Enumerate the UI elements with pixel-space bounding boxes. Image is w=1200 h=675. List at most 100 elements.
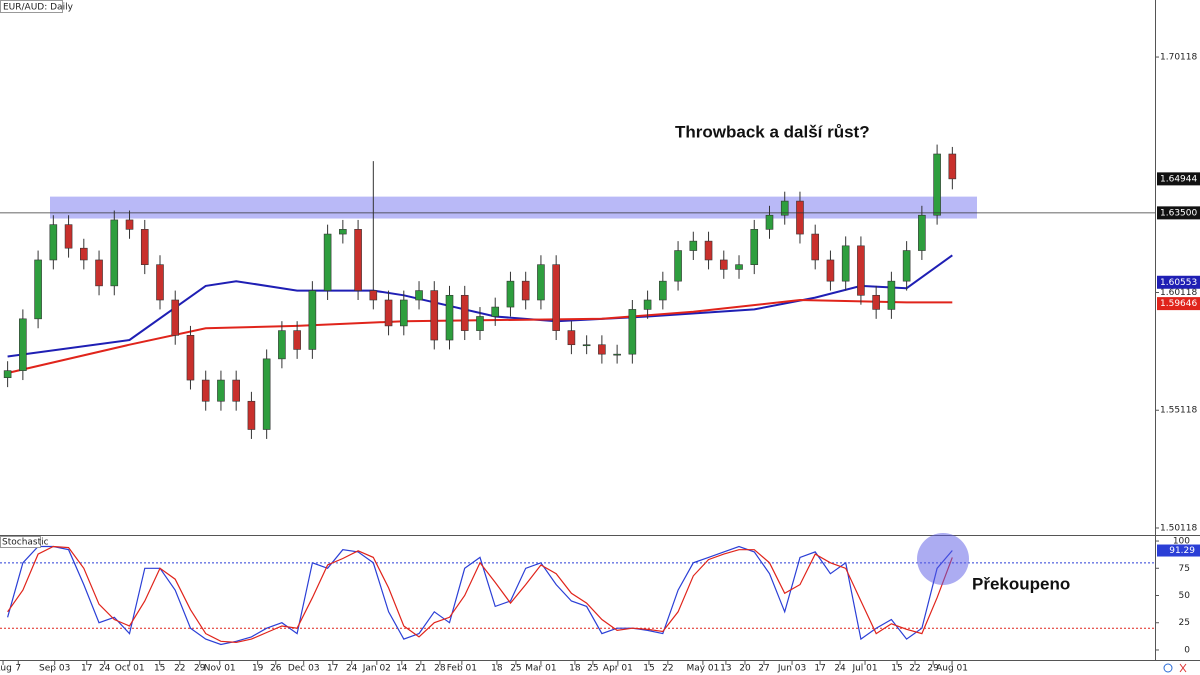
x-tick-label: 27 bbox=[758, 664, 769, 674]
x-tick-label: 17 bbox=[327, 664, 338, 674]
candle-body bbox=[796, 200, 804, 235]
candle-body bbox=[521, 280, 530, 301]
value-label: 91.29 bbox=[1169, 546, 1195, 556]
candle-body bbox=[933, 153, 941, 216]
candle-body bbox=[217, 379, 225, 402]
candle-body bbox=[201, 379, 210, 402]
candle-body bbox=[232, 379, 240, 402]
title-box bbox=[0, 0, 63, 13]
candle-body bbox=[628, 309, 637, 355]
x-tick-label: 19 bbox=[252, 664, 264, 674]
y-tick-label: 75 bbox=[1179, 564, 1190, 574]
x-tick-label: 29 bbox=[927, 664, 939, 674]
price-label: 1.64944 bbox=[1160, 174, 1197, 184]
x-tick-label: 21 bbox=[415, 664, 426, 674]
x-tick-label: 24 bbox=[346, 664, 358, 674]
candle-body bbox=[247, 400, 256, 430]
x-tick-label: 25 bbox=[510, 664, 521, 674]
x-tick-label: Aug 01 bbox=[936, 664, 968, 674]
x-tick-label: 13 bbox=[720, 664, 731, 674]
x-tick-label: Aug bbox=[0, 664, 12, 674]
x-tick-label: 20 bbox=[739, 664, 751, 674]
candle-body bbox=[384, 299, 393, 327]
candle-body bbox=[445, 294, 454, 341]
toolbar-icons bbox=[1163, 663, 1187, 673]
stochastic-line bbox=[7, 545, 953, 646]
x-tick-label: 15 bbox=[154, 664, 165, 674]
candle-body bbox=[750, 229, 759, 265]
candle-body bbox=[491, 306, 500, 317]
x-tick-label: Dec 03 bbox=[288, 664, 320, 674]
candle-body bbox=[262, 358, 271, 430]
price-label: 1.63500 bbox=[1160, 208, 1197, 218]
candle-body bbox=[780, 200, 789, 216]
price-label-box bbox=[1157, 275, 1200, 289]
icon bbox=[1179, 663, 1187, 673]
y-tick-label: 50 bbox=[1179, 591, 1191, 601]
candle-body bbox=[918, 214, 926, 251]
price-label-box bbox=[1157, 297, 1200, 311]
annotation: Překoupeno bbox=[972, 574, 1070, 593]
candle-body bbox=[186, 335, 195, 381]
x-tick-label: 24 bbox=[834, 664, 846, 674]
candle-body bbox=[80, 247, 88, 261]
x-tick-label: Oct 01 bbox=[115, 664, 145, 674]
candle-body bbox=[19, 318, 27, 371]
candle-body bbox=[704, 240, 713, 261]
x-tick-label: 26 bbox=[270, 664, 282, 674]
x-tick-label: 15 bbox=[891, 664, 902, 674]
candle-body bbox=[110, 219, 119, 287]
pane-title: Stochastic bbox=[2, 538, 49, 548]
candle-body bbox=[902, 250, 911, 282]
y-tick-label: 1.60118 bbox=[1160, 288, 1197, 298]
candle-body bbox=[735, 264, 743, 270]
x-tick-label: 22 bbox=[662, 664, 673, 674]
candle-body bbox=[765, 214, 774, 230]
chart-title: EUR/AUD: Daily bbox=[3, 3, 74, 13]
x-tick-label: Feb 01 bbox=[447, 664, 477, 674]
icon bbox=[1163, 663, 1173, 673]
candle-body bbox=[857, 245, 865, 296]
candle-body bbox=[430, 290, 439, 341]
x-tick-label: 24 bbox=[99, 664, 111, 674]
candle-body bbox=[156, 264, 164, 301]
x-tick-label: 22 bbox=[174, 664, 185, 674]
highlight-circle bbox=[917, 533, 969, 585]
candle-body bbox=[537, 264, 545, 301]
candle-body bbox=[3, 370, 12, 379]
y-tick-label: 1.70118 bbox=[1160, 53, 1197, 63]
candle-body bbox=[95, 259, 103, 287]
candle-body bbox=[643, 299, 652, 310]
candle-body bbox=[567, 330, 576, 346]
stochastic-line bbox=[7, 545, 953, 644]
candle-body bbox=[308, 290, 317, 350]
candle-body bbox=[872, 294, 880, 310]
price-label-box bbox=[1157, 206, 1200, 220]
x-tick-label: 18 bbox=[491, 664, 503, 674]
y-tick-label: 25 bbox=[1179, 618, 1190, 628]
x-tick-label: 22 bbox=[909, 664, 920, 674]
candle-body bbox=[689, 240, 698, 251]
candle-body bbox=[598, 344, 606, 355]
candle-body bbox=[674, 250, 682, 282]
x-tick-label: 7 bbox=[15, 664, 21, 674]
x-tick-label: 17 bbox=[81, 664, 92, 674]
candle-body bbox=[171, 299, 180, 336]
price-label-box bbox=[1157, 172, 1200, 186]
candle-body bbox=[64, 224, 73, 249]
x-tick-label: 14 bbox=[396, 664, 408, 674]
candle-body bbox=[140, 229, 149, 265]
y-tick-label: 100 bbox=[1173, 537, 1190, 547]
y-tick-label: 0 bbox=[1184, 645, 1190, 655]
candle-body bbox=[323, 233, 332, 291]
candle-body bbox=[948, 153, 957, 180]
x-tick-label: Apr 01 bbox=[603, 664, 633, 674]
candle-body bbox=[278, 330, 286, 360]
candle-body bbox=[460, 294, 469, 331]
candle-body bbox=[552, 264, 560, 331]
title-box bbox=[0, 536, 41, 548]
x-tick-label: Jan 02 bbox=[362, 664, 391, 674]
y-tick-label: 1.55118 bbox=[1160, 406, 1197, 416]
value-label-box bbox=[1157, 544, 1200, 557]
